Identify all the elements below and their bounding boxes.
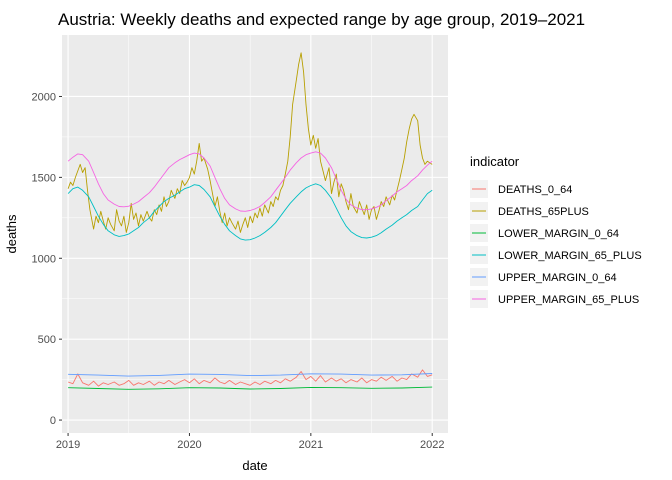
x-axis-ticks: 2019 2020 2021 2022 — [56, 433, 444, 451]
series-lines — [67, 52, 433, 390]
y-axis-title: deaths — [4, 214, 19, 254]
grid-major — [62, 35, 448, 433]
y-tick-label: 1500 — [32, 172, 56, 184]
legend-label: UPPER_MARGIN_65_PLUS — [498, 294, 639, 306]
series-line-upper-margin-0-64 — [68, 373, 433, 377]
chart-title: Austria: Weekly deaths and expected rang… — [58, 10, 585, 29]
legend-label: DEATHS_65PLUS — [498, 206, 589, 218]
legend-label: LOWER_MARGIN_65_PLUS — [498, 250, 642, 262]
legend: indicator DEATHS_0_64 DEATHS_65PLUS LOWER_… — [470, 154, 642, 308]
x-tick-label: 2020 — [177, 439, 201, 451]
y-tick-label: 0 — [50, 415, 56, 427]
x-tick-label: 2019 — [56, 439, 80, 451]
legend-title: indicator — [470, 154, 520, 169]
plot-panel — [62, 35, 448, 433]
legend-label: UPPER_MARGIN_0_64 — [498, 272, 617, 284]
x-axis-title: date — [242, 458, 267, 473]
x-tick-label: 2021 — [299, 439, 323, 451]
series-line-deaths-0-64 — [67, 369, 433, 387]
series-line-lower-margin-65-plus — [67, 183, 433, 241]
series-line-upper-margin-65-plus — [67, 151, 433, 212]
legend-label: DEATHS_0_64 — [498, 184, 572, 196]
y-axis-ticks: 0 500 1000 1500 2000 — [32, 91, 62, 427]
series-line-lower-margin-0-64 — [68, 386, 433, 390]
x-tick-label: 2022 — [420, 439, 444, 451]
legend-label: LOWER_MARGIN_0_64 — [498, 228, 619, 240]
series-line-deaths-65plus — [67, 52, 433, 233]
y-tick-label: 2000 — [32, 91, 56, 103]
y-tick-label: 1000 — [32, 253, 56, 265]
y-tick-label: 500 — [38, 334, 56, 346]
